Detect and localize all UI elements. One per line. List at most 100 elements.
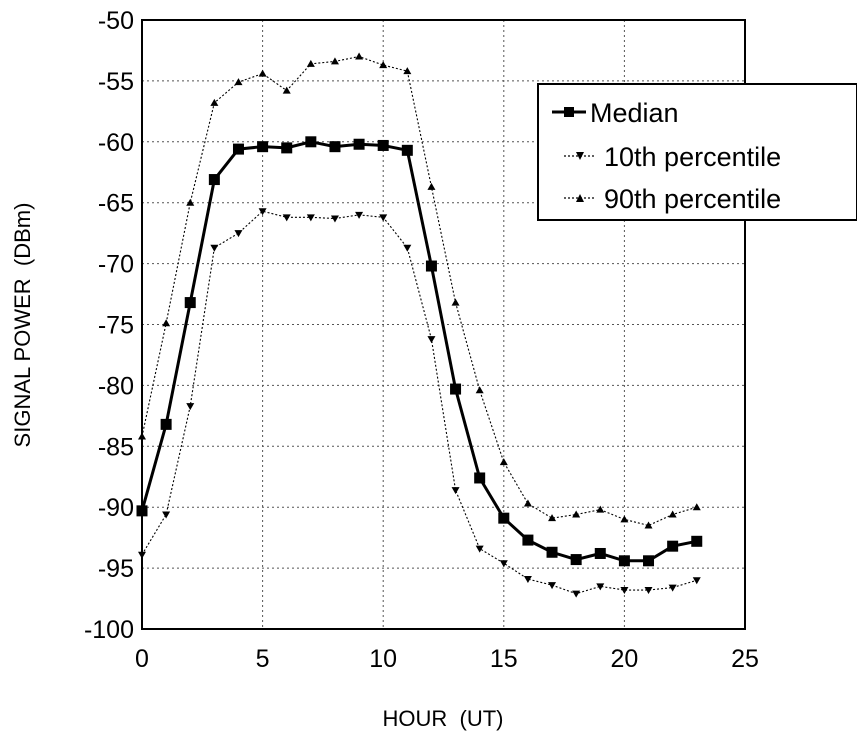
data-point-median [546,546,558,558]
data-point-median [184,297,196,309]
legend-90th-marker [576,194,584,202]
y-tick-label: -85 [98,433,134,461]
data-point-90th-percentile [355,52,364,60]
y-tick-label: -95 [98,555,134,583]
data-point-10th-percentile [548,582,557,590]
data-point-10th-percentile [403,244,412,252]
data-point-90th-percentile [403,67,412,75]
y-tick-label: -50 [98,7,134,35]
data-point-90th-percentile [330,57,339,65]
x-tick-label: 15 [490,645,518,673]
data-point-90th-percentile [596,505,605,513]
data-point-10th-percentile [282,214,291,222]
data-point-90th-percentile [379,61,388,69]
y-axis-title: SIGNAL POWER (DBm) [10,203,35,448]
data-point-10th-percentile [475,545,484,553]
data-point-median [353,138,365,150]
data-point-90th-percentile [138,432,146,440]
x-tick-label: 25 [731,645,759,673]
data-point-90th-percentile [162,319,171,327]
data-point-90th-percentile [427,182,436,190]
data-point-10th-percentile [330,215,339,223]
data-point-median [498,512,510,524]
data-point-median [667,540,679,552]
data-point-90th-percentile [475,386,484,394]
data-point-90th-percentile [499,458,508,466]
data-point-90th-percentile [282,86,291,94]
data-point-90th-percentile [210,98,219,106]
data-point-10th-percentile [258,208,267,216]
y-tick-label: -70 [98,251,134,279]
data-point-median [232,143,244,155]
y-tick-label: -55 [98,68,134,96]
legend-item-90th-percentile: 90th percentile [564,184,781,214]
data-point-median [208,174,220,186]
y-tick-label: -75 [98,312,134,340]
data-point-90th-percentile [668,510,677,518]
data-point-median [305,136,317,148]
data-point-median [160,418,172,430]
legend-10th-marker [576,152,584,160]
plot-frame [141,19,746,630]
data-point-10th-percentile [499,560,508,568]
data-point-median [691,535,703,547]
y-tick-label: -90 [98,494,134,522]
data-point-10th-percentile [162,511,171,519]
legend-median-label: Median [590,98,679,128]
data-point-10th-percentile [306,214,315,222]
data-point-10th-percentile [138,551,146,559]
data-point-median [401,144,413,156]
legend-median-marker [564,107,574,117]
data-point-10th-percentile [596,583,605,591]
data-point-90th-percentile [620,515,629,523]
data-point-median [618,555,630,567]
data-point-90th-percentile [572,510,581,518]
data-point-median [136,505,148,517]
series-group [136,52,703,598]
legend-box [537,83,857,221]
x-tick-label: 20 [610,645,638,673]
x-tick-label: 0 [135,645,149,673]
legend: Median 10th percentile 90th percentile [537,83,857,221]
data-point-10th-percentile [427,336,436,344]
data-point-90th-percentile [692,503,701,511]
data-point-90th-percentile [644,521,653,529]
data-point-10th-percentile [572,590,581,598]
legend-item-median: Median [552,98,679,128]
data-point-median [474,472,486,484]
x-axis-title: HOUR (UT) [383,706,504,731]
data-point-median [570,554,582,566]
data-point-10th-percentile [379,214,388,222]
data-point-90th-percentile [306,59,315,67]
data-point-median [329,141,341,153]
data-point-90th-percentile [186,198,195,206]
data-point-10th-percentile [692,577,701,585]
x-tick-label: 5 [256,645,270,673]
y-tick-label: -60 [98,129,134,157]
data-point-median [522,534,534,546]
data-point-90th-percentile [234,78,243,86]
data-point-median [425,260,437,272]
data-point-10th-percentile [523,576,532,584]
data-point-90th-percentile [548,514,557,522]
data-point-10th-percentile [210,244,219,252]
legend-10th-label: 10th percentile [604,142,781,172]
data-point-90th-percentile [523,499,532,507]
data-point-90th-percentile [258,69,267,77]
legend-90th-label: 90th percentile [604,184,781,214]
data-point-10th-percentile [355,211,364,219]
y-tick-label: -80 [98,372,134,400]
data-point-median [377,139,389,151]
data-point-median [450,383,462,395]
x-tick-label: 10 [369,645,397,673]
data-point-10th-percentile [620,587,629,595]
series-line-90th-percentile [141,55,697,527]
series-line-10th-percentile [141,210,697,595]
y-tick-label: -65 [98,190,134,218]
data-point-10th-percentile [451,487,460,495]
data-point-90th-percentile [451,298,460,306]
data-point-median [281,142,293,154]
data-point-10th-percentile [186,403,195,411]
